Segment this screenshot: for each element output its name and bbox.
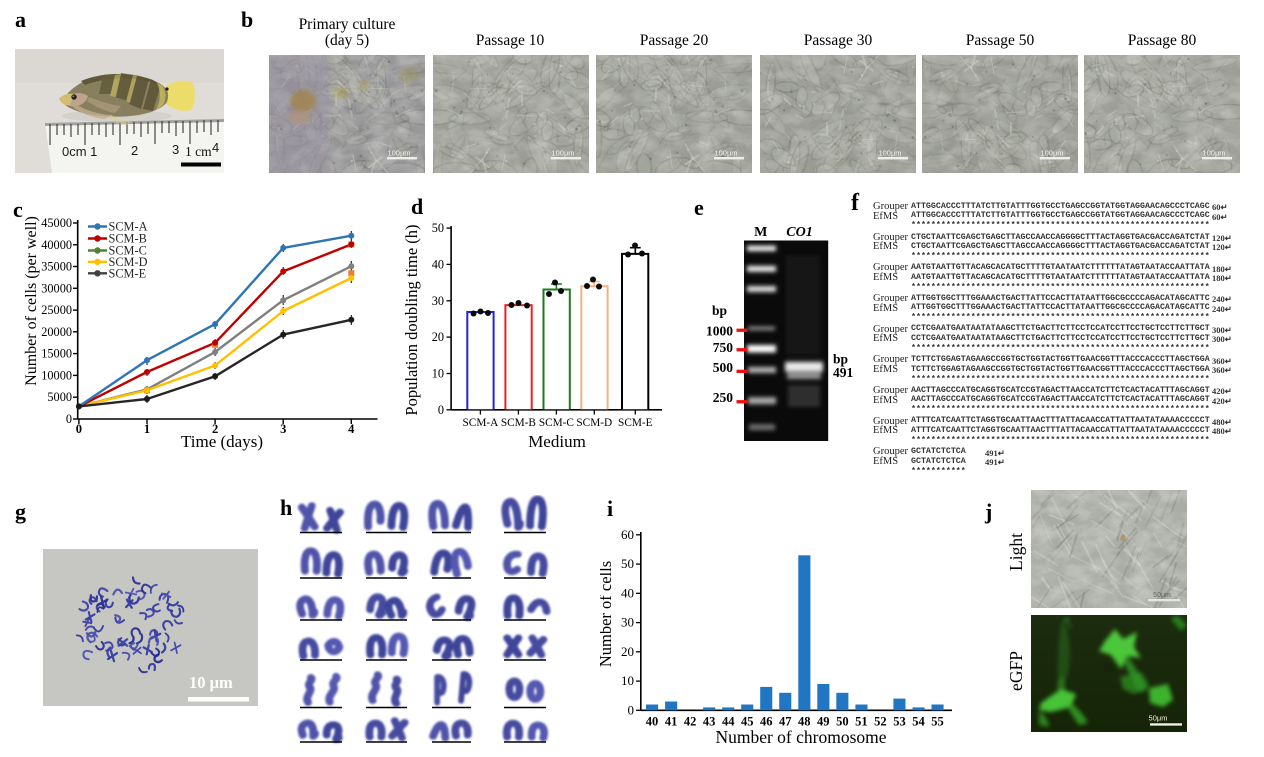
svg-text:SCM-B: SCM-B — [501, 417, 536, 429]
svg-text:Number of cells: Number of cells — [600, 561, 615, 667]
svg-text:CO1: CO1 — [786, 225, 812, 240]
svg-text:43: 43 — [703, 715, 716, 729]
svg-text:4: 4 — [212, 140, 219, 155]
svg-text:Time (days): Time (days) — [181, 432, 263, 451]
svg-text:eGFP: eGFP — [1009, 651, 1026, 691]
svg-text:SCM-B: SCM-B — [109, 232, 147, 246]
svg-text:41: 41 — [665, 715, 678, 729]
svg-text:20000: 20000 — [41, 325, 72, 339]
svg-text:44: 44 — [722, 715, 735, 729]
svg-text:51: 51 — [855, 715, 868, 729]
svg-text:53: 53 — [893, 715, 906, 729]
svg-text:30: 30 — [432, 294, 444, 308]
svg-text:10: 10 — [621, 673, 634, 688]
svg-text:491: 491 — [833, 365, 854, 380]
svg-text:15000: 15000 — [41, 347, 72, 361]
svg-text:30000: 30000 — [41, 281, 72, 295]
svg-text:50: 50 — [621, 556, 634, 571]
svg-text:Number of chromosome: Number of chromosome — [715, 727, 886, 747]
svg-text:45000: 45000 — [41, 216, 72, 230]
svg-text:42: 42 — [684, 715, 697, 729]
svg-text:47: 47 — [779, 715, 792, 729]
svg-text:2: 2 — [212, 422, 218, 436]
svg-text:35000: 35000 — [41, 260, 72, 274]
svg-text:1: 1 — [144, 422, 150, 436]
svg-text:40000: 40000 — [41, 238, 72, 252]
svg-text:bp: bp — [712, 303, 727, 318]
svg-text:Population doubling time (h): Population doubling time (h) — [402, 224, 421, 415]
svg-text:30: 30 — [621, 615, 634, 630]
svg-text:25000: 25000 — [41, 303, 72, 317]
svg-text:M: M — [754, 225, 767, 240]
svg-text:40: 40 — [621, 585, 634, 600]
svg-text:250: 250 — [713, 390, 734, 405]
svg-text:0: 0 — [628, 702, 635, 717]
svg-text:SCM-C: SCM-C — [109, 244, 147, 258]
svg-text:1 cm: 1 cm — [185, 144, 212, 159]
svg-text:100μm: 100μm — [714, 149, 737, 158]
svg-text:54: 54 — [912, 715, 925, 729]
svg-text:100μm: 100μm — [551, 149, 574, 158]
svg-text:4: 4 — [348, 422, 355, 436]
svg-text:55: 55 — [931, 715, 944, 729]
svg-text:48: 48 — [798, 715, 811, 729]
svg-text:Light: Light — [1009, 533, 1026, 571]
svg-text:10 μm: 10 μm — [189, 673, 233, 692]
svg-text:SCM-C: SCM-C — [539, 417, 574, 429]
svg-text:Number of cells (per well): Number of cells (per well) — [23, 216, 40, 386]
svg-text:Medium: Medium — [528, 432, 586, 451]
svg-text:100μm: 100μm — [1202, 149, 1225, 158]
svg-text:50μm: 50μm — [1153, 592, 1171, 599]
svg-text:0cm 1: 0cm 1 — [62, 144, 97, 159]
svg-text:SCM-E: SCM-E — [109, 266, 147, 280]
svg-text:52: 52 — [874, 715, 887, 729]
svg-text:46: 46 — [760, 715, 773, 729]
svg-text:SCM-A: SCM-A — [109, 220, 148, 234]
svg-text:100μm: 100μm — [387, 149, 410, 158]
svg-text:750: 750 — [713, 340, 734, 355]
svg-text:100μm: 100μm — [878, 149, 901, 158]
svg-text:100μm: 100μm — [1040, 149, 1063, 158]
svg-text:40: 40 — [432, 257, 444, 271]
svg-text:0: 0 — [76, 422, 82, 436]
svg-text:50: 50 — [432, 221, 444, 235]
svg-text:1000: 1000 — [706, 324, 733, 339]
svg-text:45: 45 — [741, 715, 754, 729]
svg-text:49: 49 — [817, 715, 830, 729]
svg-text:50: 50 — [836, 715, 849, 729]
svg-text:5000: 5000 — [47, 390, 72, 404]
svg-text:0: 0 — [66, 412, 72, 426]
svg-text:SCM-A: SCM-A — [463, 417, 500, 429]
svg-text:2: 2 — [131, 143, 138, 158]
svg-text:500: 500 — [713, 360, 734, 375]
svg-text:10: 10 — [432, 367, 444, 381]
svg-text:SCM-E: SCM-E — [618, 417, 653, 429]
svg-text:10000: 10000 — [41, 368, 72, 382]
svg-text:60: 60 — [621, 527, 634, 542]
svg-text:3: 3 — [280, 422, 286, 436]
svg-text:20: 20 — [621, 644, 634, 659]
svg-text:50μm: 50μm — [1149, 714, 1168, 723]
svg-text:20: 20 — [432, 330, 444, 344]
svg-text:bp: bp — [833, 352, 848, 367]
svg-text:3: 3 — [172, 142, 179, 157]
svg-text:SCM-D: SCM-D — [109, 255, 148, 269]
svg-text:SCM-D: SCM-D — [576, 417, 612, 429]
svg-text:0: 0 — [438, 403, 444, 417]
svg-text:40: 40 — [646, 715, 659, 729]
